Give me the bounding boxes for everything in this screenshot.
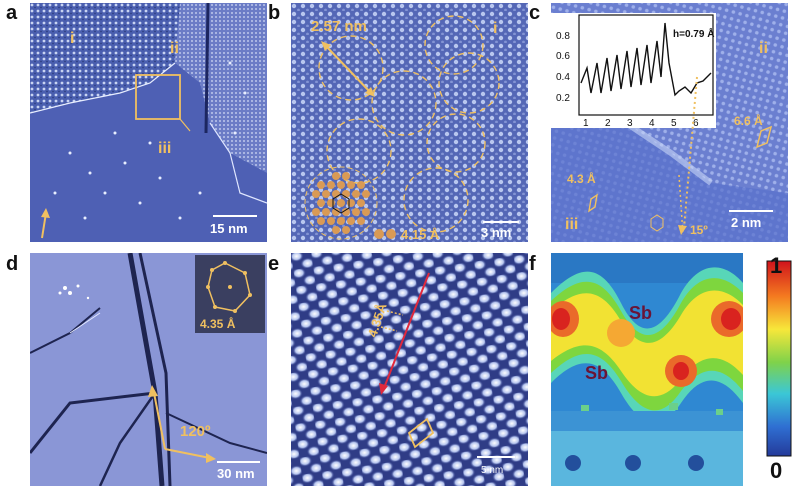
panel-label-e: e <box>268 253 280 275</box>
scale-label: 3 nm <box>481 225 511 240</box>
inset-x-tick: 3 <box>627 118 633 129</box>
lattice-spacing-small: 4.3 Å <box>567 171 596 186</box>
panel-label-a: a <box>6 2 18 24</box>
lattice-constant-label: 4.15 Å <box>401 227 440 242</box>
panel-e-stm-image: 4.35Å 5 nm <box>291 253 528 486</box>
inset-x-tick: 5 <box>671 118 677 129</box>
region-label-ii: ii <box>759 40 768 57</box>
inset-x-tick: 4 <box>649 118 655 129</box>
highlight-box <box>135 74 181 120</box>
inset-x-tick: 2 <box>605 118 611 129</box>
panel-c-stm-image: h=0.79 Å 0.8 0.6 0.4 0.2 1 2 3 4 5 6 ii … <box>551 3 788 242</box>
scale-label: 30 nm <box>217 466 255 481</box>
colorbar <box>766 260 792 457</box>
inset-x-tick: 6 <box>693 118 699 129</box>
height-profile-inset: h=0.79 Å 0.8 0.6 0.4 0.2 1 2 3 4 5 6 <box>551 13 716 129</box>
panel-a-stm-image: i ii iii 15 nm <box>30 3 267 242</box>
colorbar-max-label: 1 <box>770 253 783 278</box>
cluster-size-label: 2.57 nm <box>311 18 367 35</box>
inset-y-tick: 0.4 <box>556 72 570 83</box>
region-label-i: i <box>493 20 497 37</box>
inset-y-tick: 0.6 <box>556 51 570 62</box>
region-label-ii: ii <box>170 40 179 57</box>
region-label-i: i <box>70 30 74 47</box>
inset-lattice-label: 4.35 Å <box>200 316 236 331</box>
panel-d-stm-image: 4.35 Å 120º 30 nm <box>30 253 267 486</box>
inset-y-tick: 0.2 <box>556 93 570 104</box>
colorbar-min-label: 0 <box>770 458 783 483</box>
step-height-label: h=0.79 Å <box>673 27 714 40</box>
inset-x-tick: 1 <box>583 118 589 129</box>
inset-y-tick: 0.8 <box>556 31 570 42</box>
panel-label-b: b <box>268 2 281 24</box>
region-label-iii: iii <box>565 216 578 233</box>
atom-label-top: Sb <box>629 303 652 323</box>
scale-label: 15 nm <box>210 221 248 236</box>
scale-label: 5 nm <box>481 465 503 476</box>
panel-b-stm-image: 2.57 nm i 4.15 Å 3 nm <box>291 3 528 242</box>
lattice-model <box>304 166 378 240</box>
lattice-spacing-large: 6.6 Å <box>734 113 763 128</box>
angle-label: 120º <box>180 423 211 440</box>
atom-label-bottom: Sb <box>585 363 608 383</box>
panel-f-ldos-map: Sb Sb <box>551 253 743 486</box>
panel-label-c: c <box>529 2 541 24</box>
scale-label: 2 nm <box>731 215 761 230</box>
panel-label-f: f <box>529 253 536 275</box>
lattice-inset: 4.35 Å <box>195 255 265 333</box>
region-label-iii: iii <box>158 140 171 157</box>
panel-label-d: d <box>6 253 19 275</box>
unit-cell <box>407 417 435 449</box>
angle-label: 15º <box>690 223 708 237</box>
